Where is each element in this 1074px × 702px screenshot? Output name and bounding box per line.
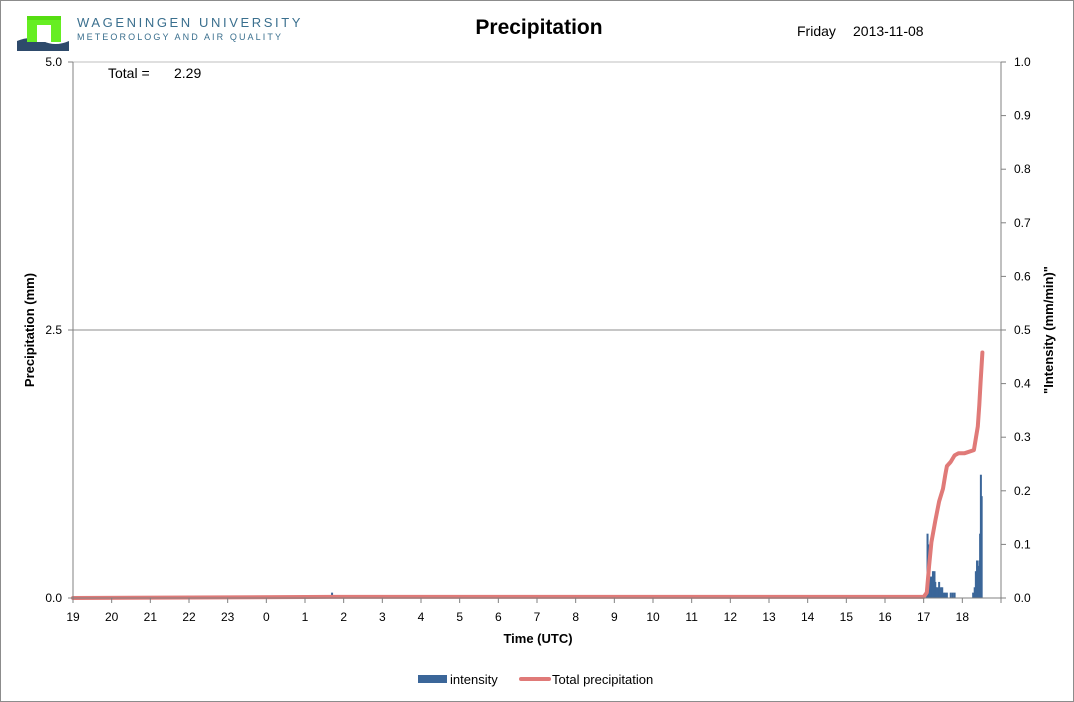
y-tick-label-right: 0.9	[1014, 109, 1031, 123]
legend-label-intensity: intensity	[450, 672, 498, 687]
x-tick-label: 21	[144, 610, 158, 624]
labels-layer: 19 20 21 22 23 0 1 2 3 4 5 6 7 8 9 10 11 12 13 14 15 16 17 180.…	[22, 55, 1056, 646]
total-label: Total =	[108, 65, 150, 81]
department-name: METEOROLOGY AND AIR QUALITY	[77, 32, 284, 42]
intensity-bar	[936, 587, 939, 598]
x-tick-label: 4	[418, 610, 425, 624]
y-tick-label-left: 0.0	[45, 591, 62, 605]
intensity-bar	[953, 592, 956, 598]
intensity-bar	[938, 581, 941, 598]
intensity-bar	[930, 576, 933, 598]
x-tick-label: 17	[917, 610, 931, 624]
y-tick-label-left: 2.5	[45, 323, 62, 337]
x-tick-label: 18	[956, 610, 970, 624]
intensity-bar	[944, 592, 947, 598]
grid-layer	[73, 61, 1001, 331]
x-tick-label: 3	[379, 610, 386, 624]
y-axis-title-left: Precipitation (mm)	[22, 273, 37, 387]
total-line-layer	[71, 350, 985, 600]
intensity-bar	[949, 592, 952, 598]
x-tick-label: 8	[572, 610, 579, 624]
intensity-bar	[935, 587, 938, 598]
intensity-bar	[951, 592, 954, 598]
intensity-bar	[980, 496, 983, 598]
y-tick-label-right: 1.0	[1014, 55, 1031, 69]
y-tick-label-right: 0.5	[1014, 323, 1031, 337]
x-tick-label: 10	[646, 610, 660, 624]
x-tick-label: 22	[182, 610, 196, 624]
y-axis-title-right: "Intensity (mm/min)"	[1041, 266, 1056, 394]
y-tick-label-right: 0.1	[1014, 537, 1031, 551]
y-tick-label-right: 0.7	[1014, 216, 1031, 230]
x-axis-title: Time (UTC)	[503, 631, 572, 646]
legend: intensity Total precipitation	[418, 672, 653, 687]
x-tick-label: 0	[263, 610, 270, 624]
intensity-bars	[331, 474, 983, 598]
y-tick-label-right: 0.4	[1014, 377, 1031, 391]
x-tick-label: 19	[66, 610, 80, 624]
intensity-bar	[941, 587, 944, 598]
intensity-bar	[973, 587, 976, 598]
x-tick-label: 23	[221, 610, 235, 624]
date-label: 2013-11-08	[853, 23, 924, 39]
intensity-bar	[939, 587, 942, 598]
intensity-bar	[945, 592, 948, 598]
legend-label-total: Total precipitation	[552, 672, 653, 687]
x-tick-label: 11	[685, 610, 698, 624]
x-tick-label: 9	[611, 610, 618, 624]
x-tick-label: 20	[105, 610, 119, 624]
axes-layer	[68, 61, 1006, 603]
y-tick-label-right: 0.3	[1014, 430, 1031, 444]
wageningen-logo	[17, 16, 69, 51]
university-name: WAGENINGEN UNIVERSITY	[77, 15, 304, 30]
x-tick-label: 6	[495, 610, 502, 624]
x-tick-label: 5	[456, 610, 463, 624]
x-tick-label: 2	[340, 610, 347, 624]
x-tick-label: 14	[801, 610, 815, 624]
intensity-bar	[972, 592, 975, 598]
intensity-bar	[928, 576, 931, 598]
y-tick-label-right: 0.8	[1014, 162, 1031, 176]
intensity-bar	[942, 592, 945, 598]
x-tick-label: 13	[762, 610, 776, 624]
y-tick-label-right: 0.0	[1014, 591, 1031, 605]
y-tick-label-left: 5.0	[45, 55, 62, 69]
x-tick-label: 1	[302, 610, 309, 624]
x-tick-label: 12	[724, 610, 738, 624]
x-tick-label: 16	[878, 610, 892, 624]
x-tick-label: 7	[534, 610, 541, 624]
legend-swatch-intensity	[418, 675, 447, 683]
chart-title: Precipitation	[475, 16, 603, 39]
intensity-bar	[931, 571, 934, 598]
total-precipitation-line	[71, 350, 985, 600]
total-value: 2.29	[174, 65, 201, 81]
intensity-bar	[974, 571, 977, 598]
weekday-label: Friday	[797, 23, 836, 39]
x-tick-label: 15	[840, 610, 854, 624]
y-tick-label-right: 0.2	[1014, 484, 1031, 498]
y-tick-label-right: 0.6	[1014, 269, 1031, 283]
